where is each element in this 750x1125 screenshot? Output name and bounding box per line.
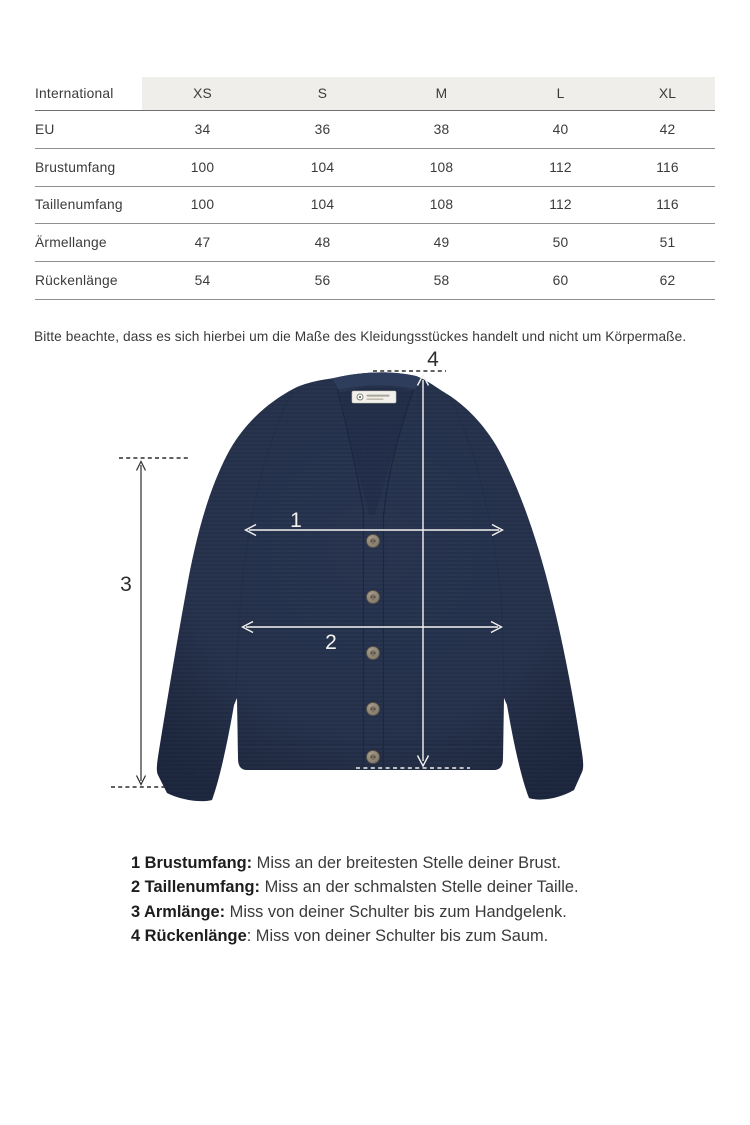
cardigan-illustration	[156, 372, 584, 802]
neckband-edge	[336, 385, 416, 392]
button	[366, 534, 380, 548]
button	[366, 702, 380, 716]
cell-value: 54	[194, 273, 211, 289]
size-header-m: M	[382, 77, 501, 110]
size-header-xl: XL	[620, 77, 715, 110]
marker-back: 4	[427, 348, 439, 371]
back-length-measure-line	[356, 370, 470, 769]
legend-term: 3 Armlänge:	[131, 902, 226, 921]
legend-desc: Miss von deiner Schulter bis zum Handgel…	[225, 902, 567, 921]
right-band-inner-edge	[380, 386, 401, 501]
measurement-note: Bitte beachte, dass es sich hierbei um d…	[34, 329, 687, 344]
measurement-legend: 1 Brustumfang: Miss an der breitesten St…	[131, 851, 579, 949]
legend-desc: : Miss von deiner Schulter bis zum Saum.	[246, 927, 549, 946]
cardigan-measurement-diagram: 1 2 4 3	[111, 348, 584, 802]
cell-value: 62	[659, 273, 676, 289]
cell-value: 112	[549, 159, 572, 175]
cell-value: 50	[552, 235, 569, 251]
cell-value: 51	[659, 235, 676, 251]
cell-value: 60	[552, 273, 569, 289]
table-row-eu: EU 34 36 38 40 42	[35, 111, 715, 149]
row-label: Ärmellange	[35, 235, 107, 251]
size-system-label: International	[35, 86, 114, 101]
left-front-edge	[337, 390, 365, 515]
table-row-waist: Taillenumfang 100 104 108 112 116	[35, 187, 715, 225]
cell-value: 58	[433, 273, 450, 289]
size-header-s: S	[263, 77, 382, 110]
row-label: Brustumfang	[35, 159, 116, 175]
waist-measure-line	[240, 620, 504, 634]
cell-value: 108	[429, 159, 454, 175]
left-cuff-seam	[159, 762, 217, 778]
v-neck-shadow	[340, 386, 414, 515]
legend-item-back: 4 Rückenlänge: Miss von deiner Schulter …	[131, 924, 579, 948]
cell-value: 42	[659, 121, 676, 137]
left-sleeve-seam	[235, 390, 294, 699]
arm-length-measure-line	[111, 457, 191, 788]
row-label: Rückenlänge	[35, 273, 118, 289]
legend-item-arm: 3 Armlänge: Miss von deiner Schulter bis…	[131, 900, 579, 924]
legend-desc: Miss an der breitesten Stelle deiner Bru…	[252, 854, 561, 872]
marker-waist: 2	[325, 631, 337, 654]
button	[366, 646, 380, 660]
cell-value: 104	[310, 197, 335, 213]
cell-value: 47	[194, 235, 211, 251]
cell-value: 104	[310, 159, 335, 175]
cell-value: 116	[656, 197, 679, 213]
marker-arm: 3	[120, 573, 132, 596]
right-cuff-seam	[525, 757, 582, 773]
cell-value: 112	[549, 197, 572, 213]
cell-value: 116	[656, 159, 679, 175]
legend-term: 4 Rückenlänge	[131, 927, 247, 946]
table-row-back: Rückenlänge 54 56 58 60 62	[35, 262, 715, 300]
cell-value: 40	[552, 121, 569, 137]
size-header-xs: XS	[142, 77, 263, 110]
legend-item-waist: 2 Taillenumfang: Miss an der schmalsten …	[131, 875, 579, 899]
button-row	[366, 534, 380, 764]
brand-tag	[351, 390, 397, 404]
right-sleeve-seam	[448, 394, 505, 699]
cell-value: 108	[429, 197, 454, 213]
left-band-inner-edge	[350, 391, 375, 509]
button	[366, 750, 380, 764]
size-table-header-row: International XS S M L XL	[35, 77, 715, 111]
cell-value: 56	[314, 273, 331, 289]
chest-measure-line	[243, 523, 505, 537]
cell-value: 48	[314, 235, 331, 251]
marker-chest: 1	[290, 509, 302, 532]
table-row-chest: Brustumfang 100 104 108 112 116	[35, 149, 715, 187]
size-header-l: L	[501, 77, 620, 110]
size-table: International XS S M L XL EU 34 36 38 40…	[35, 77, 715, 300]
cell-value: 100	[190, 197, 215, 213]
button	[366, 590, 380, 604]
legend-desc: Miss an der schmalsten Stelle deiner Tai…	[260, 878, 579, 897]
cell-value: 38	[433, 121, 450, 137]
right-front-edge	[383, 389, 414, 515]
legend-term: 1 Brustumfang:	[131, 854, 253, 872]
legend-item-chest: 1 Brustumfang: Miss an der breitesten St…	[131, 851, 579, 875]
row-label: EU	[35, 121, 55, 137]
row-label: Taillenumfang	[35, 197, 123, 213]
cell-value: 100	[190, 159, 215, 175]
table-row-sleeve: Ärmellange 47 48 49 50 51	[35, 224, 715, 263]
cell-value: 34	[194, 121, 211, 137]
legend-term: 2 Taillenumfang:	[131, 878, 261, 897]
cell-value: 36	[314, 121, 331, 137]
cell-value: 49	[433, 235, 450, 251]
